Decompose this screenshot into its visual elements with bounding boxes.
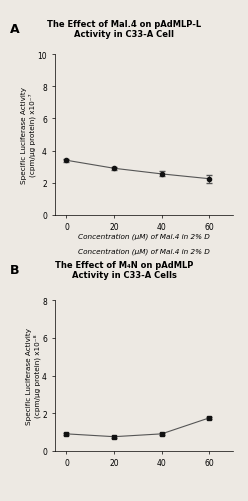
Text: The Effect of M₄N on pAdMLP
Activity in C33-A Cells: The Effect of M₄N on pAdMLP Activity in … (55, 261, 193, 280)
Text: A: A (10, 23, 20, 36)
Text: B: B (10, 263, 19, 276)
X-axis label: Concentration (μM) of Mal.4 in 2% D: Concentration (μM) of Mal.4 in 2% D (78, 233, 210, 240)
Y-axis label: Specific Luciferase Activity
(cpm/μg protein) x10⁻⁷: Specific Luciferase Activity (cpm/μg pro… (21, 87, 36, 184)
Text: The Effect of Mal.4 on pAdMLP-L
Activity in C33-A Cell: The Effect of Mal.4 on pAdMLP-L Activity… (47, 20, 201, 40)
Text: Concentration (μM) of Mal.4 in 2% D: Concentration (μM) of Mal.4 in 2% D (78, 248, 210, 255)
Y-axis label: Specific Luciferase Activity
(cpm/μg protein) x10⁻⁸: Specific Luciferase Activity (cpm/μg pro… (26, 327, 41, 424)
